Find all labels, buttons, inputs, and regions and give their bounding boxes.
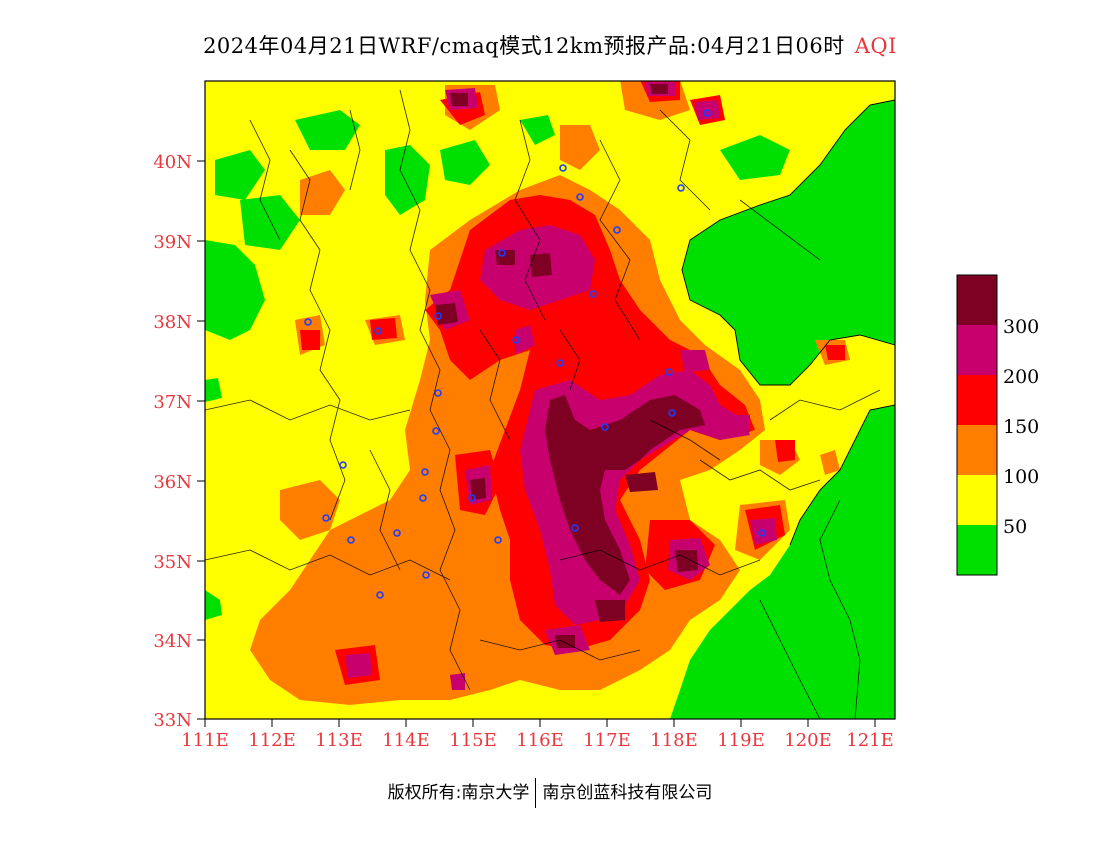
lat-axis: 40N 39N 38N 37N 36N 35N 34N 33N — [153, 152, 205, 731]
legend-swatch-moderate — [957, 475, 997, 525]
lat-tick-label: 33N — [153, 710, 192, 731]
legend-swatch-very-unhealthy — [957, 325, 997, 375]
plot-frame — [204, 80, 896, 720]
lat-tick-label: 39N — [153, 232, 192, 253]
legend-label: 100 — [1003, 466, 1039, 488]
title-variable: AQI — [854, 34, 897, 58]
company-text: 南京创蓝科技有限公司 — [542, 783, 713, 803]
coastline-east — [789, 404, 895, 546]
map-title: 2024年04月21日WRF/cmaq模式12km预报产品:04月21日06时 A… — [0, 30, 1100, 60]
lon-tick-label: 119E — [717, 730, 765, 751]
footer-separator — [535, 778, 537, 808]
city-markers — [304, 109, 766, 599]
legend-swatch-unhealthy — [957, 375, 997, 425]
lat-tick-label: 36N — [153, 472, 192, 493]
lon-tick-label: 121E — [846, 730, 894, 751]
lon-tick-label: 111E — [181, 730, 229, 751]
lon-tick-label: 115E — [449, 730, 497, 751]
title-text: 2024年04月21日WRF/cmaq模式12km预报产品:04月21日06时 — [203, 34, 845, 58]
legend-label: 150 — [1003, 416, 1039, 438]
boundary-lines — [205, 89, 881, 719]
lat-tick-label: 34N — [153, 631, 192, 652]
lon-axis: 111E 112E 113E 114E 115E 116E 117E 118E … — [181, 719, 894, 751]
aqi-field — [205, 81, 895, 719]
lat-tick-label: 35N — [153, 552, 192, 573]
legend-swatch-hazardous — [957, 275, 997, 325]
lat-tick-label: 38N — [153, 312, 192, 333]
lon-tick-label: 118E — [650, 730, 698, 751]
legend-label: 300 — [1003, 316, 1039, 338]
lat-tick-label: 40N — [153, 152, 192, 173]
coastline-north — [681, 99, 895, 386]
lon-tick-label: 113E — [315, 730, 363, 751]
lon-tick-label: 116E — [516, 730, 564, 751]
lat-tick-label: 37N — [153, 392, 192, 413]
copyright-footer: 版权所有:南京大学 南京创蓝科技有限公司 — [0, 778, 1100, 808]
aqi-legend: 300 200 150 100 50 — [956, 274, 1039, 576]
legend-label: 200 — [1003, 366, 1039, 388]
legend-swatch-sensitive — [957, 425, 997, 475]
lon-tick-label: 114E — [382, 730, 430, 751]
lon-tick-label: 117E — [583, 730, 631, 751]
copyright-text: 版权所有:南京大学 — [387, 783, 530, 803]
lon-tick-label: 120E — [784, 730, 832, 751]
lon-tick-label: 112E — [248, 730, 296, 751]
legend-label: 50 — [1003, 516, 1027, 538]
aqi-level-good — [205, 100, 895, 719]
legend-swatch-good — [957, 525, 997, 575]
